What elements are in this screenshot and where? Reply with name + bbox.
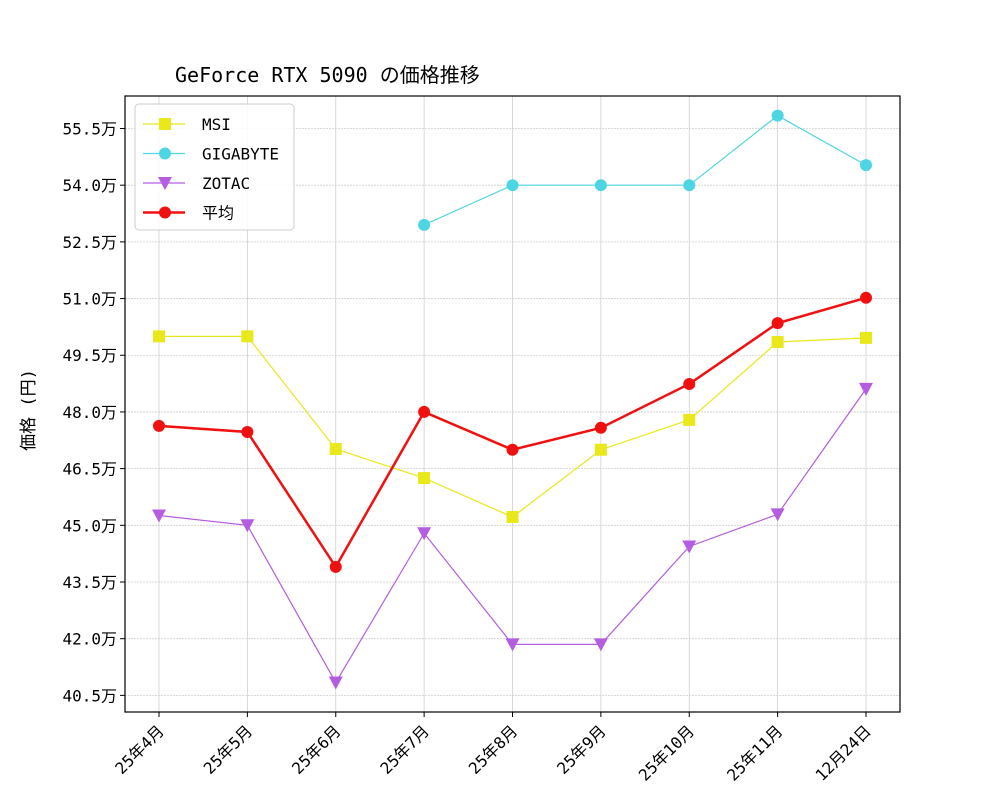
data-point <box>594 179 607 192</box>
data-point <box>159 118 171 130</box>
x-tick-label: 25年8月 <box>465 721 522 778</box>
y-tick-label: 42.0万 <box>62 630 117 649</box>
grid <box>125 96 900 712</box>
data-point <box>417 527 432 541</box>
data-point <box>153 330 165 343</box>
data-point <box>241 330 254 343</box>
y-tick-label: 49.5万 <box>62 346 117 365</box>
legend-label: ZOTAC <box>202 174 250 193</box>
data-point <box>328 676 343 690</box>
data-point <box>506 443 519 456</box>
x-tick-label: 25年11月 <box>723 721 786 784</box>
data-point <box>860 331 872 344</box>
x-tick-label: 25年7月 <box>376 721 433 778</box>
x-tick-label: 25年9月 <box>553 721 610 778</box>
data-point <box>771 336 784 349</box>
data-point <box>329 442 342 455</box>
legend-label: 平均 <box>202 204 234 223</box>
series-line <box>423 114 867 226</box>
data-point <box>153 419 165 432</box>
data-point <box>240 519 255 533</box>
data-point <box>506 179 519 192</box>
y-tick-label: 45.0万 <box>62 516 117 535</box>
data-point <box>771 317 784 330</box>
series-GIGABYTE <box>418 109 872 231</box>
data-point <box>683 377 696 390</box>
legend-entry: 平均 <box>143 204 234 223</box>
y-tick-label: 43.5万 <box>62 573 117 592</box>
x-tick-label: 25年4月 <box>111 721 168 778</box>
data-point <box>594 443 607 456</box>
data-point <box>506 510 519 523</box>
series-MSI <box>153 330 872 523</box>
legend-entry: GIGABYTE <box>143 145 279 164</box>
x-tick-label: 25年6月 <box>288 721 345 778</box>
data-point <box>329 560 342 573</box>
data-point <box>682 540 697 554</box>
x-tick-label: 25年5月 <box>200 721 257 778</box>
data-point <box>860 291 872 304</box>
chart-title: GeForce RTX 5090 の価格推移 <box>175 63 480 87</box>
data-point <box>158 177 172 190</box>
y-axis-label: 価格 (円) <box>19 369 39 451</box>
data-point <box>505 638 520 652</box>
data-point <box>593 638 608 652</box>
y-tick-label: 48.0万 <box>62 403 117 422</box>
data-point <box>418 218 431 231</box>
y-tick-label: 52.5万 <box>62 233 117 252</box>
data-point <box>771 109 784 122</box>
y-tick-label: 40.5万 <box>62 686 117 705</box>
data-point <box>159 147 171 160</box>
legend-label: MSI <box>202 115 231 134</box>
data-point <box>152 509 166 523</box>
data-point <box>770 508 785 522</box>
legend-label: GIGABYTE <box>202 145 279 164</box>
data-point <box>418 405 431 418</box>
x-tick-label: 12月24日 <box>812 721 875 784</box>
legend-entry: MSI <box>143 115 231 134</box>
data-point <box>159 206 171 219</box>
x-tick-label: 25年10月 <box>635 721 698 784</box>
y-tick-label: 55.5万 <box>62 120 117 139</box>
y-tick-label: 51.0万 <box>62 290 117 309</box>
data-point <box>859 382 873 396</box>
legend: MSI GIGABYTE ZOTAC 平均 <box>134 103 295 231</box>
data-point <box>683 413 696 426</box>
legend-entry: ZOTAC <box>143 174 250 193</box>
data-point <box>241 425 254 438</box>
y-tick-label: 46.5万 <box>62 460 117 479</box>
series-ZOTAC <box>152 382 873 690</box>
series-lines <box>152 109 873 690</box>
data-point <box>418 472 431 485</box>
data-point <box>683 179 696 192</box>
series-平均 <box>153 291 872 573</box>
data-point <box>594 421 607 434</box>
legend-box <box>134 103 295 231</box>
data-point <box>860 159 872 172</box>
y-tick-label: 54.0万 <box>62 176 117 195</box>
